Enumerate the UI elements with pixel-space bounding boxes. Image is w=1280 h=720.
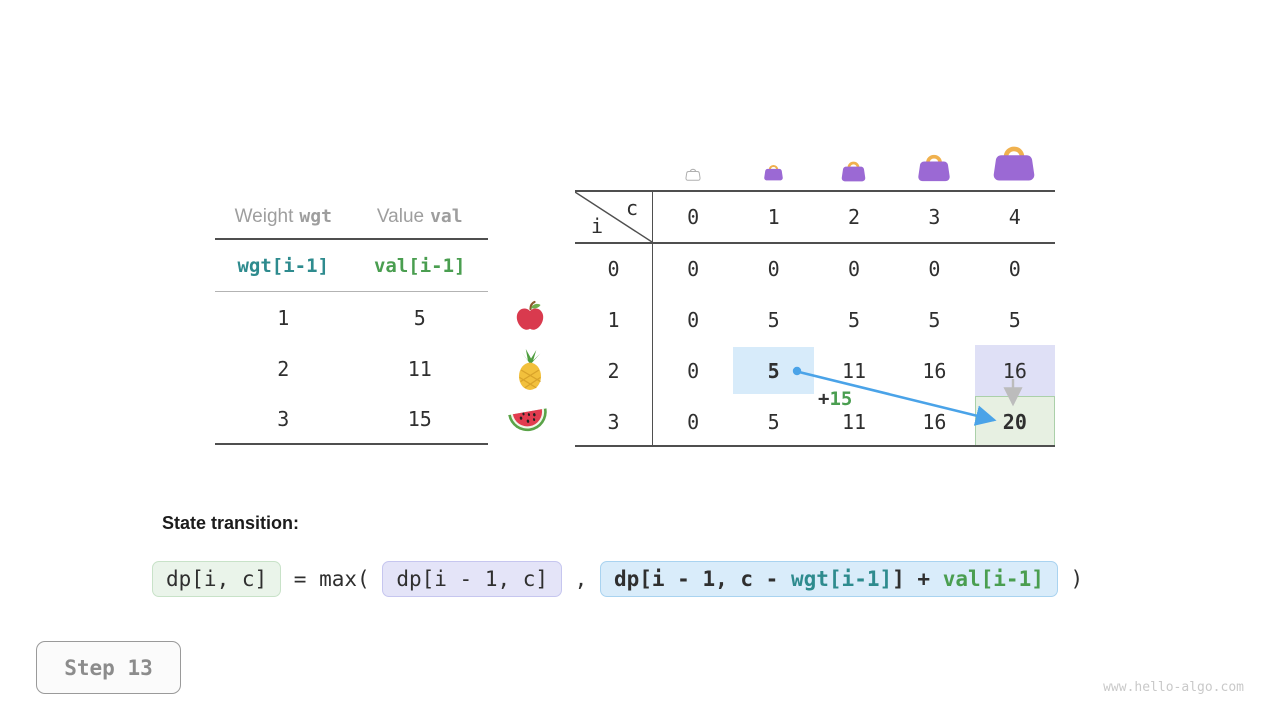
- step-badge: Step 13: [36, 641, 181, 694]
- item-1-weight: 1: [277, 305, 290, 330]
- bag-icon-capacity-0: [685, 168, 701, 181]
- col-header-2: 2: [847, 205, 861, 229]
- item-row-2: 2 11: [215, 343, 488, 394]
- formula-arg2-prefix: dp[i - 1, c -: [613, 567, 791, 591]
- value-label: Value: [376, 205, 425, 227]
- wgt-var-cell: wgt[i-1]: [237, 254, 329, 277]
- formula-arg2-wgt: wgt[i-1]: [790, 567, 893, 591]
- bag-icon-capacity-2: [841, 161, 866, 182]
- col-header-1: 1: [767, 205, 780, 229]
- formula-arg2-val: val[i-1]: [942, 567, 1044, 591]
- formula-arg1-box: dp[i - 1, c]: [382, 561, 563, 597]
- formula-arg2-box: dp[i - 1, c - wgt[i-1]] + val[i-1]: [599, 561, 1058, 597]
- dp-cell-0-4: 0: [1008, 257, 1021, 282]
- dp-cell-1-0: 0: [687, 308, 700, 333]
- dp-row-1: 1 0 5 5 5 5: [575, 294, 1055, 346]
- dp-cell-3-4: 20: [1002, 409, 1027, 434]
- dp-table: c i 0 1 2 3 4 0 0 0 0 0 0 1 0 5 5 5 5 2: [575, 190, 1056, 447]
- dp-cell-0-1: 0: [767, 257, 780, 282]
- dp-cell-0-0: 0: [687, 257, 700, 282]
- pineapple-icon: [518, 349, 542, 390]
- dp-table-bottom-rule: [575, 445, 1055, 447]
- dp-cell-3-1: 5: [767, 409, 780, 434]
- row-header-1: 1: [575, 294, 653, 346]
- state-transition-heading: State transition:: [162, 513, 300, 533]
- dp-cell-2-1: 5: [767, 358, 780, 383]
- formula-comma: ,: [562, 567, 600, 591]
- transition-value-annotation: +15: [818, 388, 852, 410]
- formula-lhs-box: dp[i, c]: [152, 561, 282, 597]
- item-2-value: 11: [407, 356, 432, 381]
- watermelon-icon: [508, 408, 547, 432]
- dp-corner-cell: c i: [575, 192, 653, 242]
- item-row-3: 3 15: [215, 394, 488, 445]
- val-var-cell: val[i-1]: [373, 254, 466, 277]
- bag-icon-capacity-3: [918, 154, 950, 182]
- item-1-value: 5: [413, 305, 426, 330]
- dp-table-header: c i 0 1 2 3 4: [575, 190, 1055, 244]
- dp-row-3: 3 0 5 11 16 20: [575, 396, 1055, 447]
- col-header-0: 0: [687, 205, 700, 229]
- dp-cell-2-4: 16: [1002, 358, 1027, 383]
- dp-cell-0-2: 0: [847, 257, 861, 282]
- item-row-1: 1 5: [215, 292, 488, 343]
- dp-cell-1-3: 5: [928, 308, 941, 333]
- corner-diagonal-line: [575, 192, 652, 242]
- dp-cell-1-1: 5: [767, 308, 780, 333]
- row-header-3: 3: [575, 396, 653, 447]
- items-table-var-row: wgt[i-1] val[i-1]: [215, 240, 488, 292]
- row-header-2: 2: [575, 345, 653, 397]
- wgt-code-label: wgt: [299, 206, 332, 227]
- bag-icon-capacity-1: [764, 164, 783, 181]
- items-table: Weight wgt Value val wgt[i-1] val[i-1] 1…: [215, 195, 488, 445]
- apple-icon: [516, 300, 544, 330]
- formula-arg2-mid: ] +: [892, 567, 943, 591]
- dp-cell-2-0: 0: [687, 358, 700, 383]
- dp-cell-3-0: 0: [687, 409, 700, 434]
- state-transition-formula: dp[i, c] = max( dp[i - 1, c] , dp[i - 1,…: [152, 561, 1083, 597]
- val-code-label: val: [430, 206, 463, 227]
- dp-cell-0-3: 0: [928, 257, 941, 282]
- dp-cell-2-3: 16: [922, 358, 947, 383]
- col-header-3: 3: [928, 205, 941, 229]
- corner-row-var: i: [591, 214, 604, 238]
- dp-cell-3-3: 16: [922, 409, 947, 434]
- weight-column-header: Weight wgt: [215, 195, 352, 238]
- formula-equals-max: = max(: [281, 567, 383, 591]
- corner-col-var: c: [625, 196, 638, 220]
- plus-sign: +: [818, 388, 830, 410]
- value-column-header: Value val: [352, 195, 489, 238]
- formula-close-paren: ): [1057, 567, 1084, 591]
- step-label: Step 13: [64, 655, 153, 680]
- item-2-weight: 2: [277, 356, 290, 381]
- dp-cell-1-2: 5: [847, 308, 861, 333]
- item-3-value: 15: [407, 406, 432, 431]
- dp-cell-1-4: 5: [1008, 308, 1021, 333]
- dp-row-0: 0 0 0 0 0 0: [575, 244, 1055, 295]
- bag-icon-capacity-4: [993, 146, 1035, 181]
- watermark: www.hello-algo.com: [1103, 680, 1244, 695]
- col-header-4: 4: [1008, 205, 1021, 229]
- item-3-weight: 3: [277, 406, 290, 431]
- items-table-header: Weight wgt Value val: [215, 195, 488, 240]
- row-header-0: 0: [575, 244, 653, 295]
- dp-row-2: 2 0 5 11 16 16: [575, 345, 1055, 397]
- weight-label: Weight: [234, 205, 294, 227]
- added-value: 15: [829, 388, 853, 410]
